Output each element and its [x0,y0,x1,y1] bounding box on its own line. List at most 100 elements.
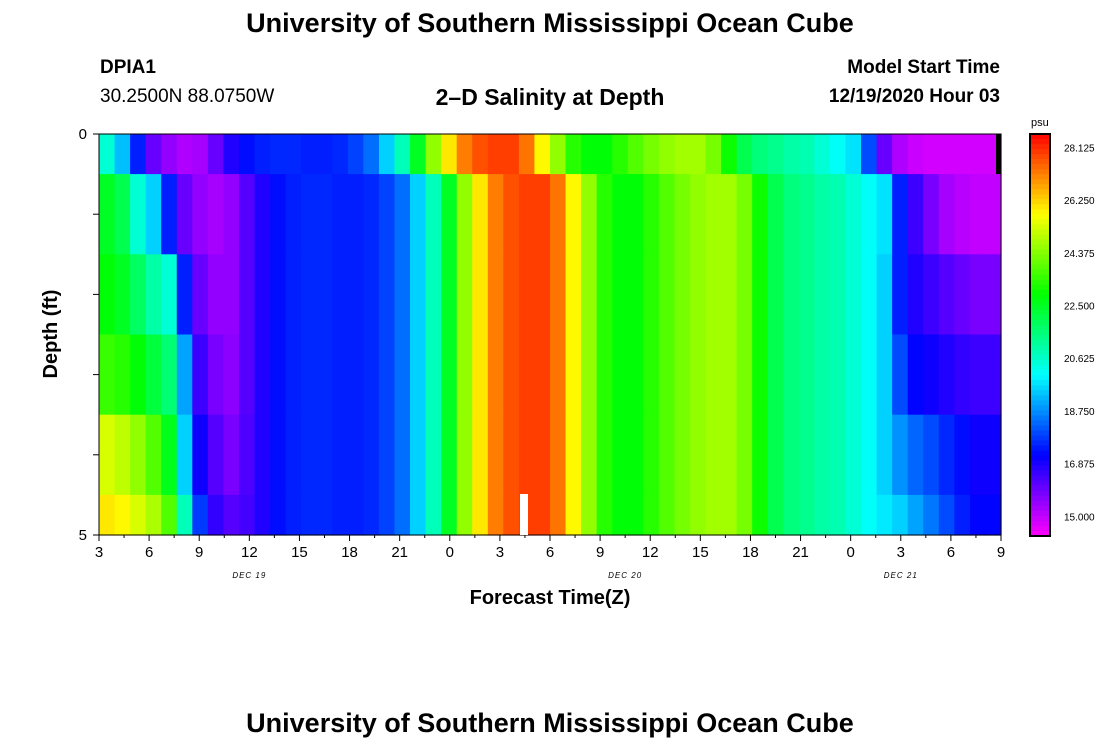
colorbar-segment [1030,179,1050,185]
x-tick-label: 0 [446,544,454,561]
heatmap-cell [798,174,815,255]
heatmap-cell [316,494,333,536]
colorbar-segment [1030,184,1050,190]
heatmap-cell [472,254,489,336]
colorbar-segment [1030,329,1050,336]
heatmap-cell [627,174,644,255]
heatmap-cell [363,134,380,175]
x-tick-label: 6 [546,544,554,561]
heatmap-cell [798,414,815,496]
heatmap-cell [394,494,411,536]
x-axis-label: Forecast Time(Z) [470,587,631,609]
heatmap-cell [410,494,427,536]
heatmap-cell [487,134,504,175]
heatmap-cell [674,494,691,536]
heatmap-cell [923,494,940,536]
heatmap-cell [316,134,333,175]
heatmap-cell [612,414,629,496]
heatmap-cell [472,334,489,416]
colorbar-segment [1030,345,1050,351]
heatmap-cell [378,254,396,336]
colorbar-segment [1030,274,1050,281]
heatmap-cell [223,174,240,255]
heatmap-cell [954,334,971,416]
heatmap-cell [612,334,629,416]
heatmap-cell [223,254,240,336]
heatmap-cell [814,494,831,536]
heatmap-cell [938,494,955,536]
colorbar-tick-label: 28.125 [1064,143,1095,154]
heatmap-cell [270,334,287,416]
heatmap-cell [394,414,411,496]
heatmap-cell [565,134,582,175]
heatmap-cell [627,494,644,536]
colorbar-segment [1030,375,1050,381]
heatmap-cell [612,174,629,255]
colorbar-tick-label: 20.625 [1064,354,1095,365]
y-tick-label: 0 [79,126,87,143]
heatmap-cell [472,414,489,496]
heatmap-cell [783,174,800,255]
heatmap-cell [176,174,193,255]
heatmap-cell [969,254,987,336]
heatmap-cell [612,134,629,175]
heatmap-cell [456,494,473,536]
colorbar-segment [1030,299,1050,306]
colorbar-segment [1030,355,1050,361]
heatmap-cell [410,134,427,175]
heatmap-cell [674,334,691,416]
colorbar-segment [1030,134,1050,140]
heatmap-cell [503,414,520,496]
heatmap-cell [207,254,225,336]
heatmap-cell [876,494,893,536]
heatmap-cell [736,414,753,496]
model-start-label: Model Start Time [847,57,1000,78]
heatmap-cell [192,174,209,255]
heatmap-cell [954,254,971,336]
colorbar-segment [1030,445,1050,452]
y-axis: 05 [79,126,99,544]
heatmap-cell [347,134,364,175]
heatmap-cell [487,174,504,255]
colorbar-segment [1030,455,1050,462]
heatmap-cell [845,334,862,416]
colorbar-segment [1030,259,1050,266]
colorbar-segment [1030,420,1050,427]
x-tick-label: 3 [496,544,504,561]
colorbar-segment [1030,525,1050,532]
heatmap-cell [114,254,131,336]
heatmap-cell [767,174,784,255]
heatmap-cell [145,254,162,336]
x-tick-label: 3 [897,544,905,561]
heatmap-cell [892,494,909,536]
heatmap-cell [410,334,427,416]
heatmap-cell [923,134,940,175]
x-tick-label: 18 [341,544,358,561]
colorbar-segment [1030,229,1050,236]
heatmap-cell [363,334,380,416]
heatmap-cell [503,134,520,175]
colorbar-segment [1030,475,1050,482]
heatmap-cell [783,494,800,536]
heatmap-cell [954,134,971,175]
heatmap-cell [332,414,349,496]
colorbar-segment [1030,144,1050,150]
colorbar-segment [1030,264,1050,271]
heatmap-cell [130,414,147,496]
station-id: DPIA1 [100,57,156,78]
heatmap-cell [254,134,271,175]
heatmap-cell [192,414,209,496]
heatmap-cell [752,494,769,536]
date-label: DEC 21 [884,571,918,580]
heatmap-cell [456,254,473,336]
heatmap-cell [721,494,738,536]
heatmap-cell [845,494,862,536]
date-label: DEC 20 [608,571,642,580]
heatmap-cell [705,134,722,175]
heatmap-cell [254,334,271,416]
heatmap-cell [145,414,162,496]
heatmap-cell [518,254,536,336]
heatmap-cell [643,334,660,416]
heatmap-cell [207,494,225,536]
heatmap-cell [938,414,955,496]
